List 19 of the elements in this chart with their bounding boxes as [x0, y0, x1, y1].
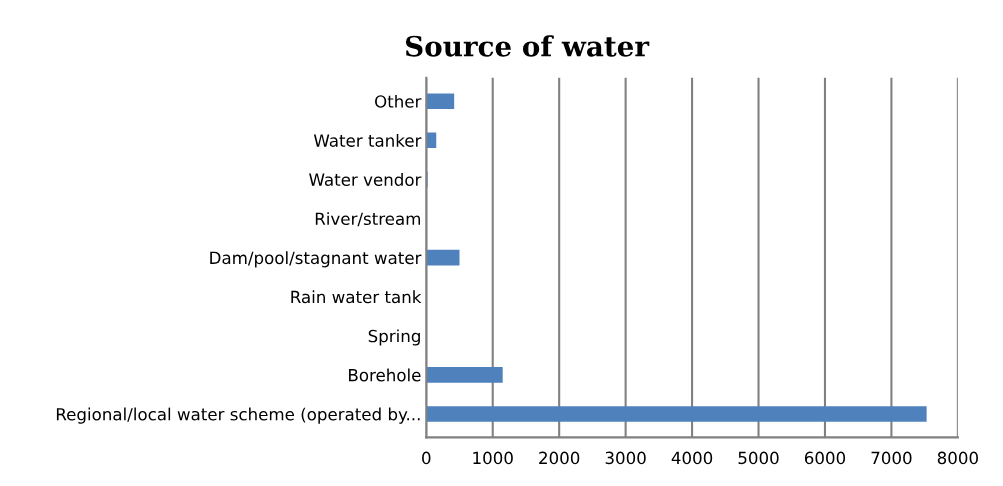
y-tick-label: Other: [375, 94, 422, 108]
x-tick-label: 3000: [605, 451, 646, 465]
x-tick-label: 4000: [671, 451, 713, 465]
chart-title: Source of water: [405, 35, 650, 57]
y-tick-label: Borehole: [349, 368, 421, 382]
y-tick-label: Water vendor: [309, 173, 422, 186]
x-tick-label: 0: [422, 451, 431, 465]
x-tick-label: 8000: [937, 451, 978, 465]
y-tick-label: River/stream: [315, 212, 420, 227]
x-tick-label: 1000: [473, 451, 513, 465]
x-tick-label: 5000: [738, 451, 779, 465]
y-tick-label: Dam/pool/stagnant water: [210, 251, 422, 268]
x-tick-label: 7000: [871, 451, 912, 465]
y-tick-label: Spring: [368, 329, 420, 346]
y-tick-label: Regional/local water scheme (operated by...: [56, 407, 420, 424]
x-tick-label: 6000: [804, 451, 846, 465]
x-tick-label: 2000: [539, 451, 580, 465]
y-tick-label: Rain water tank: [291, 290, 422, 304]
y-tick-label: Water tanker: [313, 133, 422, 147]
